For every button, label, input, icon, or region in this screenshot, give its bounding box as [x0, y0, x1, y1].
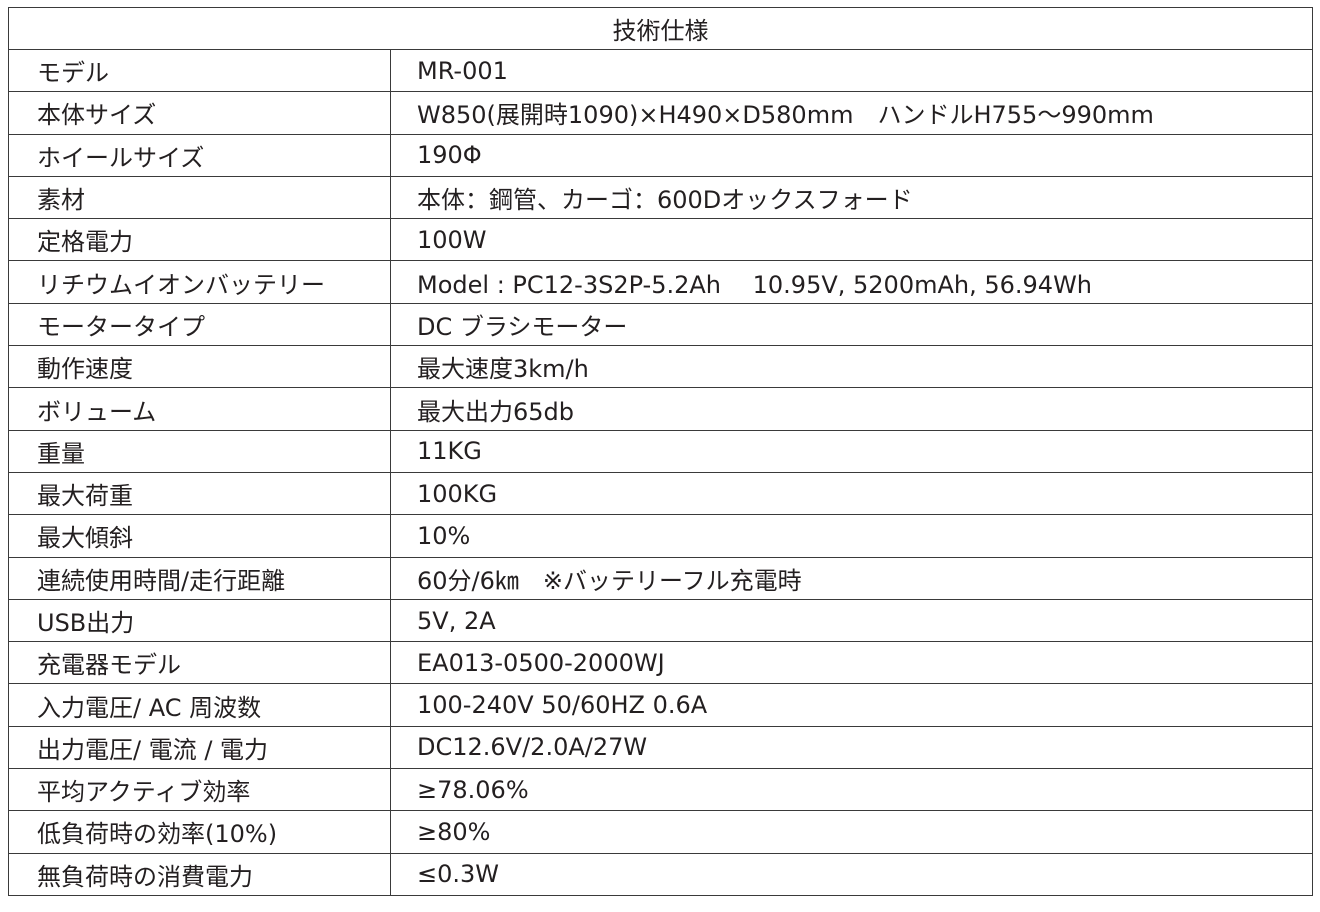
table-row: ホイールサイズ 190Φ [8, 133, 1313, 177]
table-row: 重量 11KG [8, 429, 1313, 473]
spec-label: 入力電圧/ AC 周波数 [8, 683, 391, 727]
spec-label: USB出力 [8, 598, 391, 643]
spec-value: 最大速度3km/h [390, 345, 1313, 389]
spec-label: リチウムイオンバッテリー [8, 260, 391, 304]
spec-label: 最大傾斜 [8, 514, 391, 558]
table-row: 入力電圧/ AC 周波数 100-240V 50/60HZ 0.6A [8, 683, 1313, 727]
spec-value: 100-240V 50/60HZ 0.6A [390, 683, 1313, 727]
spec-label: 無負荷時の消費電力 [8, 852, 391, 896]
spec-value: Model : PC12-3S2P-5.2Ah 10.95V, 5200mAh,… [390, 260, 1313, 304]
spec-value: 60分/6㎞ ※バッテリーフル充電時 [390, 556, 1313, 600]
spec-value: 100KG [390, 471, 1313, 516]
spec-label: ボリューム [8, 387, 391, 431]
spec-label: 連続使用時間/走行距離 [8, 556, 391, 600]
table-row: 無負荷時の消費電力 ≤0.3W [8, 852, 1313, 896]
table-row: 最大傾斜 10% [8, 514, 1313, 558]
spec-value: ≥78.06% [390, 768, 1313, 812]
spec-label: 動作速度 [8, 345, 391, 389]
spec-value: 本体：鋼管、カーゴ：600Dオックスフォード [390, 175, 1313, 220]
spec-label: モータータイプ [8, 302, 391, 347]
spec-value: 100W [390, 218, 1313, 262]
spec-value: DC12.6V/2.0A/27W [390, 725, 1313, 770]
spec-label: 定格電力 [8, 218, 391, 262]
spec-value: 11KG [390, 429, 1313, 473]
spec-value: DC ブラシモーター [390, 302, 1313, 347]
spec-label: 出力電圧/ 電流 / 電力 [8, 725, 391, 770]
table-row: USB出力 5V, 2A [8, 598, 1313, 643]
spec-label: 最大荷重 [8, 471, 391, 516]
spec-value: 10% [390, 514, 1313, 558]
spec-value: W850(展開時1090)×H490×D580mm ハンドルH755〜990mm [390, 91, 1313, 135]
spec-value: 5V, 2A [390, 598, 1313, 643]
table-row: ボリューム 最大出力65db [8, 387, 1313, 431]
table-row: モータータイプ DC ブラシモーター [8, 302, 1313, 347]
spec-value: ≥80% [390, 810, 1313, 854]
spec-label: 素材 [8, 175, 391, 220]
spec-value: ≤0.3W [390, 852, 1313, 896]
table-row: リチウムイオンバッテリー Model : PC12-3S2P-5.2Ah 10.9… [8, 260, 1313, 304]
spec-value: 最大出力65db [390, 387, 1313, 431]
spec-label: 充電器モデル [8, 641, 391, 685]
spec-value: 190Φ [390, 133, 1313, 177]
table-row: 素材 本体：鋼管、カーゴ：600Dオックスフォード [8, 175, 1313, 220]
spec-label: 平均アクティブ効率 [8, 768, 391, 812]
table-row: 本体サイズ W850(展開時1090)×H490×D580mm ハンドルH755〜… [8, 91, 1313, 135]
table-header-row: 技術仕様 [8, 7, 1313, 50]
table-row: モデル MR-001 [8, 48, 1313, 93]
spec-label: ホイールサイズ [8, 133, 391, 177]
spec-label: 本体サイズ [8, 91, 391, 135]
spec-label: 重量 [8, 429, 391, 473]
spec-rows: モデル MR-001 本体サイズ W850(展開時1090)×H490×D580mm … [8, 48, 1313, 896]
table-row: 最大荷重 100KG [8, 471, 1313, 516]
table-row: 連続使用時間/走行距離 60分/6㎞ ※バッテリーフル充電時 [8, 556, 1313, 600]
table-title: 技術仕様 [8, 7, 1313, 50]
spec-table: 技術仕様 モデル MR-001 本体サイズ W850(展開時1090)×H490×D5… [8, 7, 1313, 896]
table-row: 低負荷時の効率(10%) ≥80% [8, 810, 1313, 854]
spec-label: 低負荷時の効率(10%) [8, 810, 391, 854]
table-row: 定格電力 100W [8, 218, 1313, 262]
spec-value: EA013-0500-2000WJ [390, 641, 1313, 685]
table-row: 平均アクティブ効率 ≥78.06% [8, 768, 1313, 812]
spec-value: MR-001 [390, 48, 1313, 93]
table-row: 出力電圧/ 電流 / 電力 DC12.6V/2.0A/27W [8, 725, 1313, 770]
spec-label: モデル [8, 48, 391, 93]
table-row: 充電器モデル EA013-0500-2000WJ [8, 641, 1313, 685]
table-row: 動作速度 最大速度3km/h [8, 345, 1313, 389]
